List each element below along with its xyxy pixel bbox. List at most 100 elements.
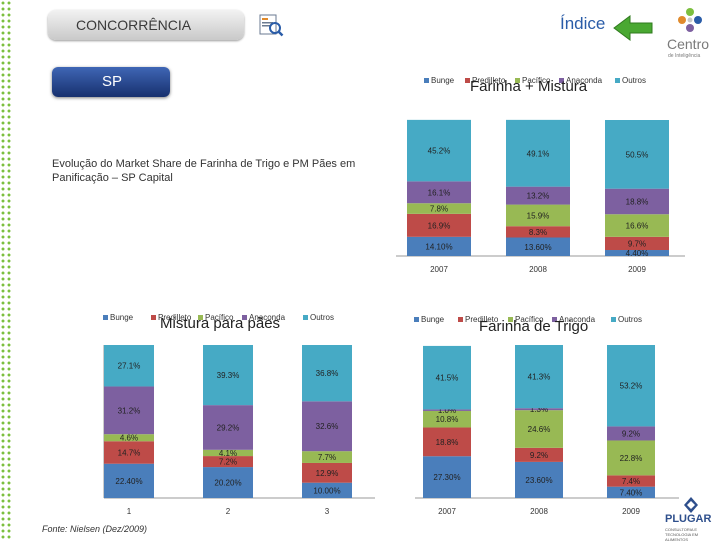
data-label: 22.40% [115,477,142,486]
legend-swatch [303,315,308,320]
bar-segment [203,449,253,457]
bar-segment [515,408,563,411]
bar-segment [407,119,471,182]
bar-segment [302,451,352,463]
bar-segment [607,486,655,498]
data-label: 39.3% [217,371,240,380]
legend-label: Bunge [421,315,445,324]
legend-swatch [465,78,470,83]
bar-segment [203,456,253,468]
logo-name: Centro [667,36,710,52]
data-label: 9.7% [628,239,646,248]
data-label: 27.30% [433,473,460,482]
data-label: 36.8% [316,369,339,378]
data-label: 7.40% [620,488,643,497]
legend-label: Predilleto [465,315,499,324]
bar-segment [605,236,669,251]
data-label: 10.00% [313,486,340,495]
chart-title: Mistura para pães [160,315,280,332]
bar-segment [607,426,655,441]
bar-segment [506,204,570,227]
bar-segment [423,345,471,410]
data-label: 7.2% [219,458,237,467]
region-badge: SP [52,67,170,97]
bar-segment [423,409,471,411]
bar-segment [302,345,352,402]
bar-segment [607,475,655,487]
index-link[interactable]: Índice [560,14,606,33]
bar-segment [104,386,154,435]
legend-swatch [611,317,616,322]
legend-label: Outros [622,76,646,85]
bar-segment [506,186,570,205]
plugar-logo-icon [684,497,698,513]
legend-swatch [508,317,513,322]
legend-label: Anaconda [249,313,286,322]
data-label: 14.10% [425,242,452,251]
region-label: SP [102,73,123,90]
source-note: Fonte: Nielsen (Dez/2009) [42,524,148,534]
data-label: 24.6% [528,425,551,434]
data-label: 31.2% [118,406,141,415]
bar-segment [605,250,669,256]
data-label: 16.6% [626,222,649,231]
data-label: 41.5% [436,374,459,383]
bar-segment [407,181,471,204]
category-tick-label: 2007 [438,507,456,516]
bar-segment [605,188,669,215]
data-label: 7.7% [318,453,336,462]
legend-swatch [515,78,520,83]
data-label: 16.9% [428,221,451,230]
data-label: 32.6% [316,422,339,431]
bar-segment [407,236,471,256]
bar-segment [407,213,471,237]
data-label: 14.7% [118,448,141,457]
data-label: 18.8% [626,197,649,206]
legend-swatch [242,315,247,320]
data-label: 1.3% [530,405,548,414]
centro-logo-icon [678,8,702,32]
bar-segment [515,447,563,462]
data-label: 7.4% [622,477,640,486]
legend-swatch [559,78,564,83]
bar-segment [506,237,570,256]
legend-swatch [552,317,557,322]
data-label: 15.9% [527,211,550,220]
bar-segment [423,427,471,457]
category-tick-label: 2007 [430,265,448,274]
data-label: 13.2% [527,192,550,201]
legend-label: Predilleto [158,313,192,322]
data-label: 29.2% [217,423,240,432]
data-label: 16.1% [428,188,451,197]
legend-swatch [424,78,429,83]
category-tick-label: 2009 [622,507,640,516]
bar-segment [302,482,352,498]
bar-segment [104,463,154,498]
legend-swatch [458,317,463,322]
legend-label: Anaconda [559,315,596,324]
back-arrow-icon[interactable] [612,14,656,42]
bar-segment [605,214,669,237]
bar-segment [506,226,570,238]
data-label: 12.9% [316,469,339,478]
data-label: 10.8% [436,415,459,424]
plugar-name: PLUGAR [665,513,712,525]
data-label: 9.2% [622,429,640,438]
legend-swatch [414,317,419,322]
category-tick-label: 2008 [529,265,547,274]
data-label: 7.8% [430,205,448,214]
data-label: 23.60% [525,476,552,485]
bar-segment [515,345,563,409]
data-label: 45.2% [428,147,451,156]
bar-segment [423,410,471,428]
data-label: 53.2% [620,382,643,391]
category-tick-label: 2008 [530,507,548,516]
chart-title: Farinha + Mistura [470,78,588,95]
data-label: 4.6% [120,434,138,443]
bar-segment [302,462,352,483]
legend-swatch [615,78,620,83]
bar-segment [104,434,154,442]
legend-label: Pacífico [205,313,234,322]
